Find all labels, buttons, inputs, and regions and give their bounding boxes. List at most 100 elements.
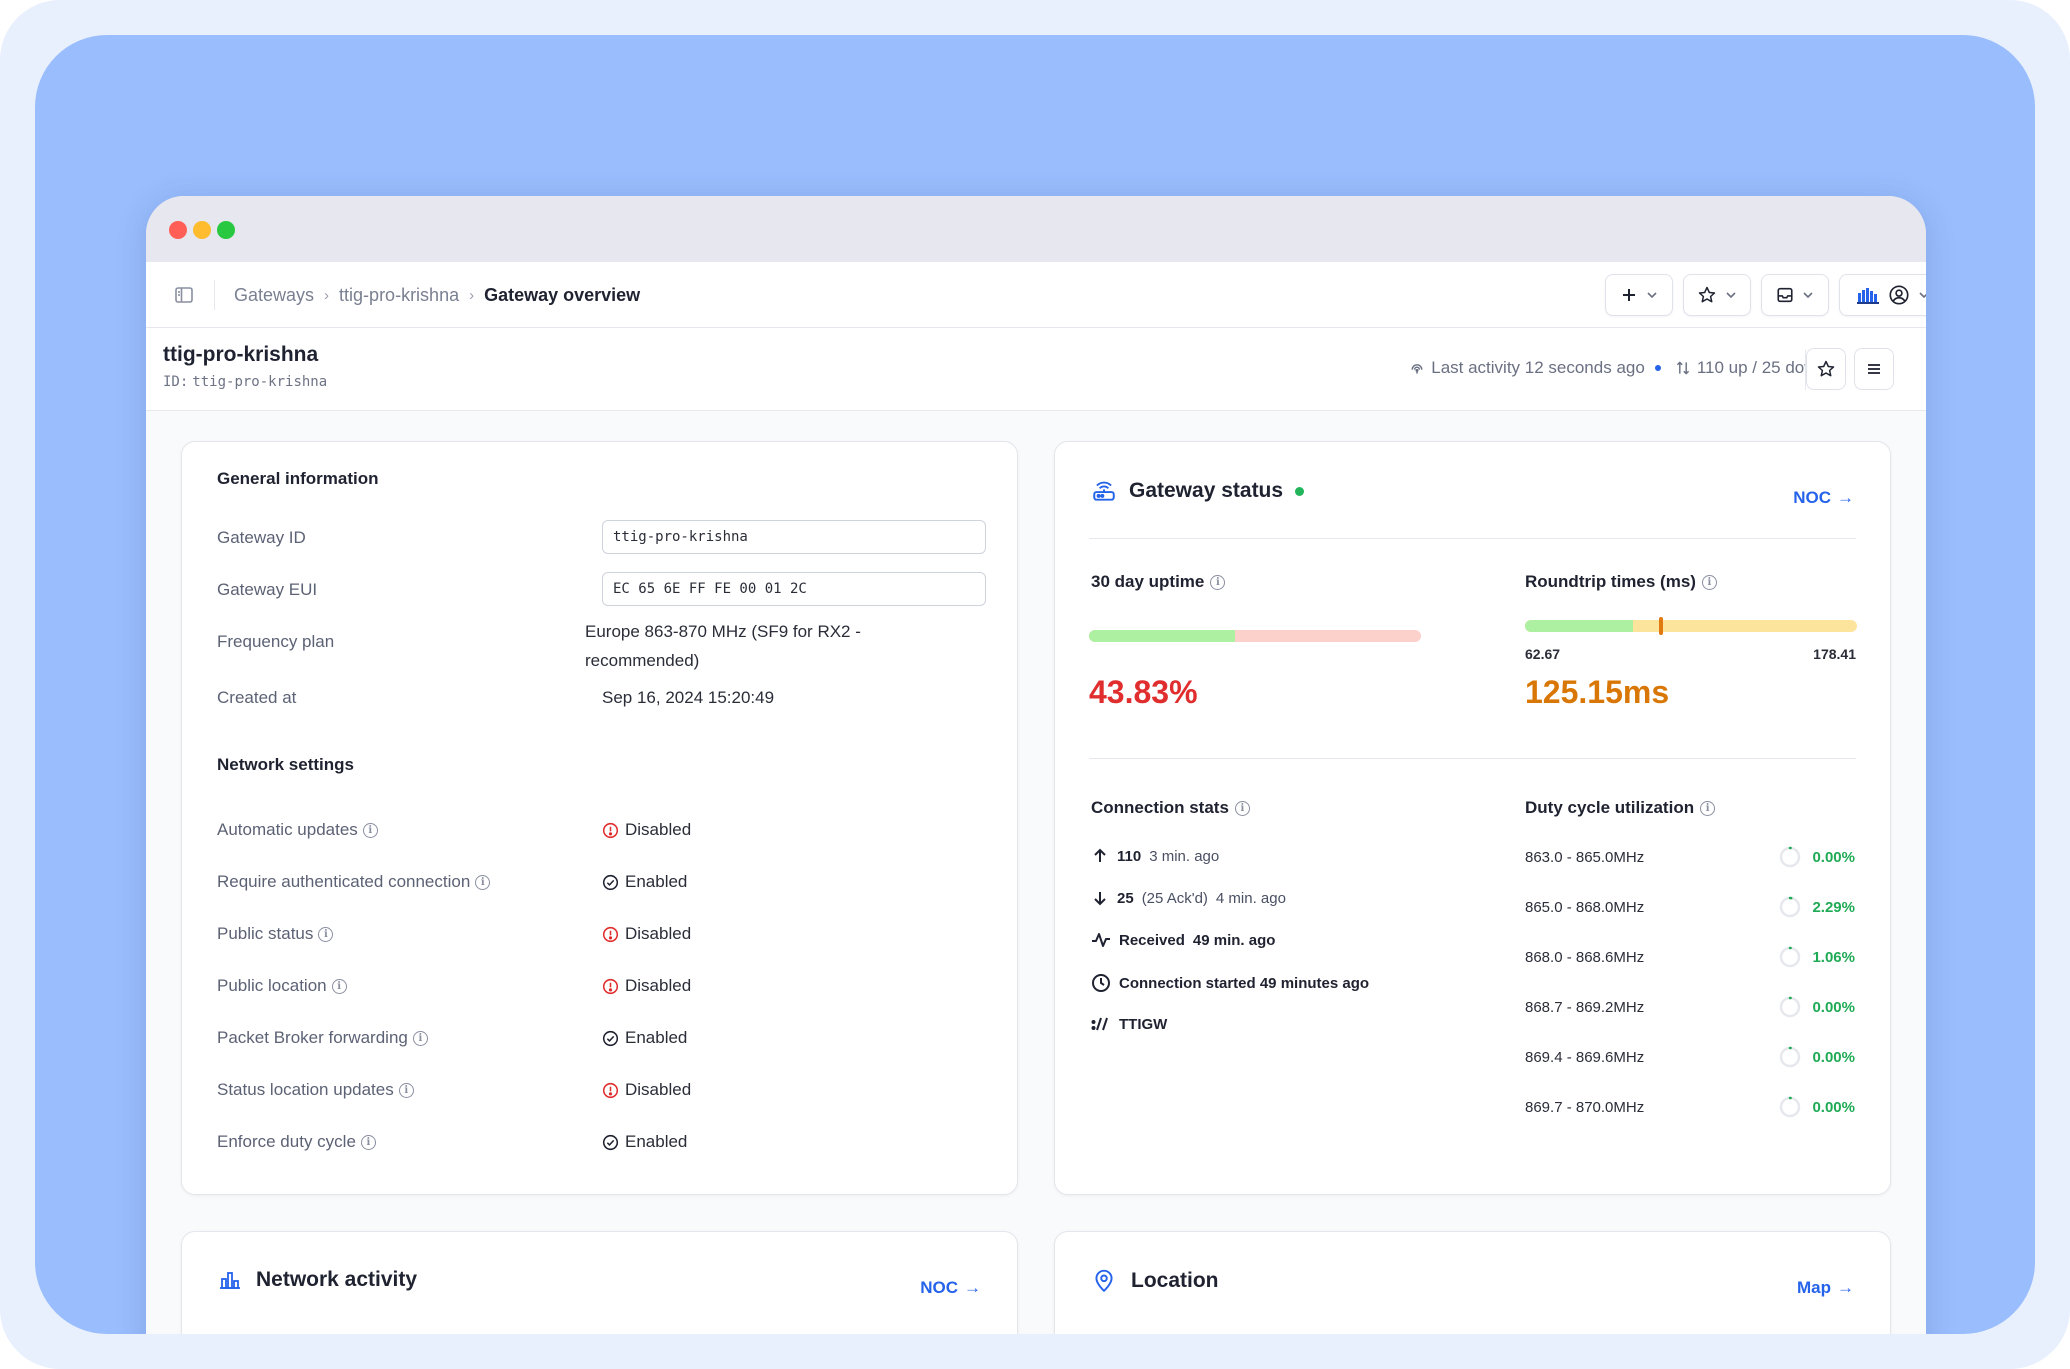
- network-setting-label: Public status i: [217, 924, 334, 944]
- breadcrumb-gateways[interactable]: Gateways: [234, 284, 315, 305]
- created-at-value: Sep 16, 2024 15:20:49: [602, 688, 775, 707]
- nav-divider: [214, 280, 215, 310]
- network-setting-value-text: Enabled: [625, 1132, 688, 1151]
- network-setting-value: Enabled: [602, 872, 687, 892]
- breadcrumb: Gateways › ttig-pro-krishna › Gateway ov…: [234, 262, 640, 328]
- duty-percent: 0.00%: [1812, 848, 1855, 866]
- duty-cycle-label: Duty cycle utilization i: [1525, 798, 1716, 818]
- add-menu-button[interactable]: [1605, 274, 1673, 316]
- plus-icon: [1623, 289, 1635, 301]
- duty-band: 869.7 - 870.0MHz: [1525, 1098, 1645, 1116]
- check-circle-icon: [602, 1030, 619, 1046]
- network-setting-label-text: Automatic updates: [217, 820, 358, 839]
- map-link[interactable]: Map →: [1797, 1278, 1854, 1298]
- map-pin-icon: [1095, 1269, 1113, 1293]
- network-setting-label: Automatic updates i: [217, 820, 378, 840]
- info-icon[interactable]: i: [331, 978, 347, 994]
- uptime-bar: [1089, 630, 1421, 642]
- duty-percent: 2.29%: [1812, 898, 1855, 916]
- gateway-eui-row-label: Gateway EUI: [217, 580, 318, 599]
- alert-circle-icon: [602, 822, 619, 838]
- bookmarks-menu-button[interactable]: [1683, 274, 1751, 316]
- info-icon[interactable]: i: [1701, 574, 1717, 590]
- router-icon: [1093, 481, 1115, 501]
- info-icon[interactable]: i: [1234, 800, 1250, 816]
- tenant-logo-icon: [1857, 288, 1879, 304]
- noc-link[interactable]: NOC →: [1793, 488, 1854, 508]
- inbox-menu-button[interactable]: [1761, 274, 1829, 316]
- info-icon[interactable]: i: [1700, 800, 1716, 816]
- gateway-id-label: ID:: [163, 374, 189, 390]
- uptime-label-text: 30 day uptime: [1091, 572, 1205, 591]
- duty-percent: 1.06%: [1812, 948, 1855, 966]
- sidebar-toggle-icon[interactable]: [174, 285, 194, 305]
- duty-cycle-value: 1.06%: [1778, 945, 1855, 969]
- duty-cycle-row: 868.0 - 868.6MHz 1.06%: [1525, 942, 1855, 972]
- frequency-plan-value: Europe 863-870 MHz (SF9 for RX2 - recomm…: [585, 622, 861, 670]
- info-icon[interactable]: i: [412, 1030, 428, 1046]
- roundtrip-label-text: Roundtrip times (ms): [1525, 572, 1696, 591]
- received-row: Received 49 min. ago: [1091, 931, 1275, 949]
- duty-band: 865.0 - 868.0MHz: [1525, 898, 1645, 916]
- gateway-eui-field[interactable]: EC 65 6E FF FE 00 01 2C: [602, 572, 986, 606]
- gateway-status-header: Gateway status: [1091, 478, 1305, 504]
- gateway-status-title: Gateway status: [1129, 479, 1284, 502]
- network-activity-header: Network activity: [218, 1268, 417, 1292]
- protocol-text: TTIGW: [1119, 1015, 1168, 1033]
- close-window-button[interactable]: [169, 221, 187, 239]
- noc-link-label: NOC: [920, 1278, 958, 1297]
- network-setting-value: Disabled: [602, 1080, 691, 1100]
- network-setting-value: Enabled: [602, 1132, 687, 1152]
- header-divider: [1805, 350, 1806, 390]
- more-menu-button[interactable]: [1854, 348, 1894, 390]
- network-setting-value-text: Disabled: [625, 976, 692, 995]
- breadcrumb-gateway[interactable]: ttig-pro-krishna: [339, 284, 460, 305]
- general-information-title: General information: [217, 469, 379, 488]
- duty-cycle-row: 868.7 - 869.2MHz 0.00%: [1525, 992, 1855, 1022]
- info-icon[interactable]: i: [1210, 574, 1226, 590]
- status-divider: [1089, 758, 1856, 759]
- info-icon[interactable]: i: [362, 822, 378, 838]
- chevron-down-icon: [1647, 292, 1657, 299]
- duty-percent: 0.00%: [1812, 1098, 1855, 1116]
- info-icon[interactable]: i: [475, 874, 491, 890]
- minimize-window-button[interactable]: [193, 221, 211, 239]
- uptime-bar-fill: [1089, 630, 1235, 642]
- connection-started-text: Connection started 49 minutes ago: [1119, 974, 1370, 992]
- duty-cycle-row: 869.4 - 869.6MHz 0.00%: [1525, 1042, 1855, 1072]
- roundtrip-marker: [1659, 617, 1663, 635]
- page-content: General information Gateway ID ttig-pro-…: [146, 411, 1926, 1334]
- map-link-label: Map: [1797, 1278, 1831, 1297]
- roundtrip-value: 125.15ms: [1525, 674, 1670, 710]
- duty-cycle-text: Duty cycle utilization: [1525, 798, 1695, 817]
- duty-ring-icon: [1780, 896, 1801, 918]
- duty-ring-icon: [1780, 846, 1801, 868]
- duty-band: 863.0 - 865.0MHz: [1525, 848, 1645, 866]
- signal-icon: [1411, 364, 1423, 374]
- breadcrumb-current: Gateway overview: [484, 284, 641, 305]
- info-icon[interactable]: i: [360, 1134, 376, 1150]
- uplink-row: 110 3 min. ago: [1091, 847, 1219, 865]
- network-setting-value: Disabled: [602, 820, 691, 840]
- network-setting-label-text: Status location updates: [217, 1080, 394, 1099]
- duty-ring-icon: [1780, 1046, 1801, 1068]
- bookmark-gateway-button[interactable]: [1806, 348, 1846, 390]
- created-at-row-label: Created at: [217, 688, 297, 707]
- account-menu-button[interactable]: [1839, 274, 1926, 316]
- network-setting-label-text: Require authenticated connection: [217, 872, 471, 891]
- browser-window: Gateways › ttig-pro-krishna › Gateway ov…: [146, 196, 1926, 1334]
- network-activity-noc-link[interactable]: NOC →: [920, 1278, 981, 1298]
- info-icon[interactable]: i: [318, 926, 334, 942]
- network-setting-value: Disabled: [602, 976, 691, 996]
- maximize-window-button[interactable]: [217, 221, 235, 239]
- uplink-count: 110: [1117, 847, 1142, 865]
- gateway-id-field[interactable]: ttig-pro-krishna: [602, 520, 986, 554]
- roundtrip-bar-good-range: [1525, 620, 1633, 632]
- info-icon[interactable]: i: [398, 1082, 414, 1098]
- backdrop: Gateways › ttig-pro-krishna › Gateway ov…: [35, 35, 2035, 1334]
- duty-cycle-value: 0.00%: [1778, 995, 1855, 1019]
- duty-percent: 0.00%: [1812, 998, 1855, 1016]
- chevron-right-icon: ›: [469, 286, 475, 304]
- network-activity-card: Network activity NOC →: [181, 1231, 1018, 1334]
- check-circle-icon: [602, 1134, 619, 1150]
